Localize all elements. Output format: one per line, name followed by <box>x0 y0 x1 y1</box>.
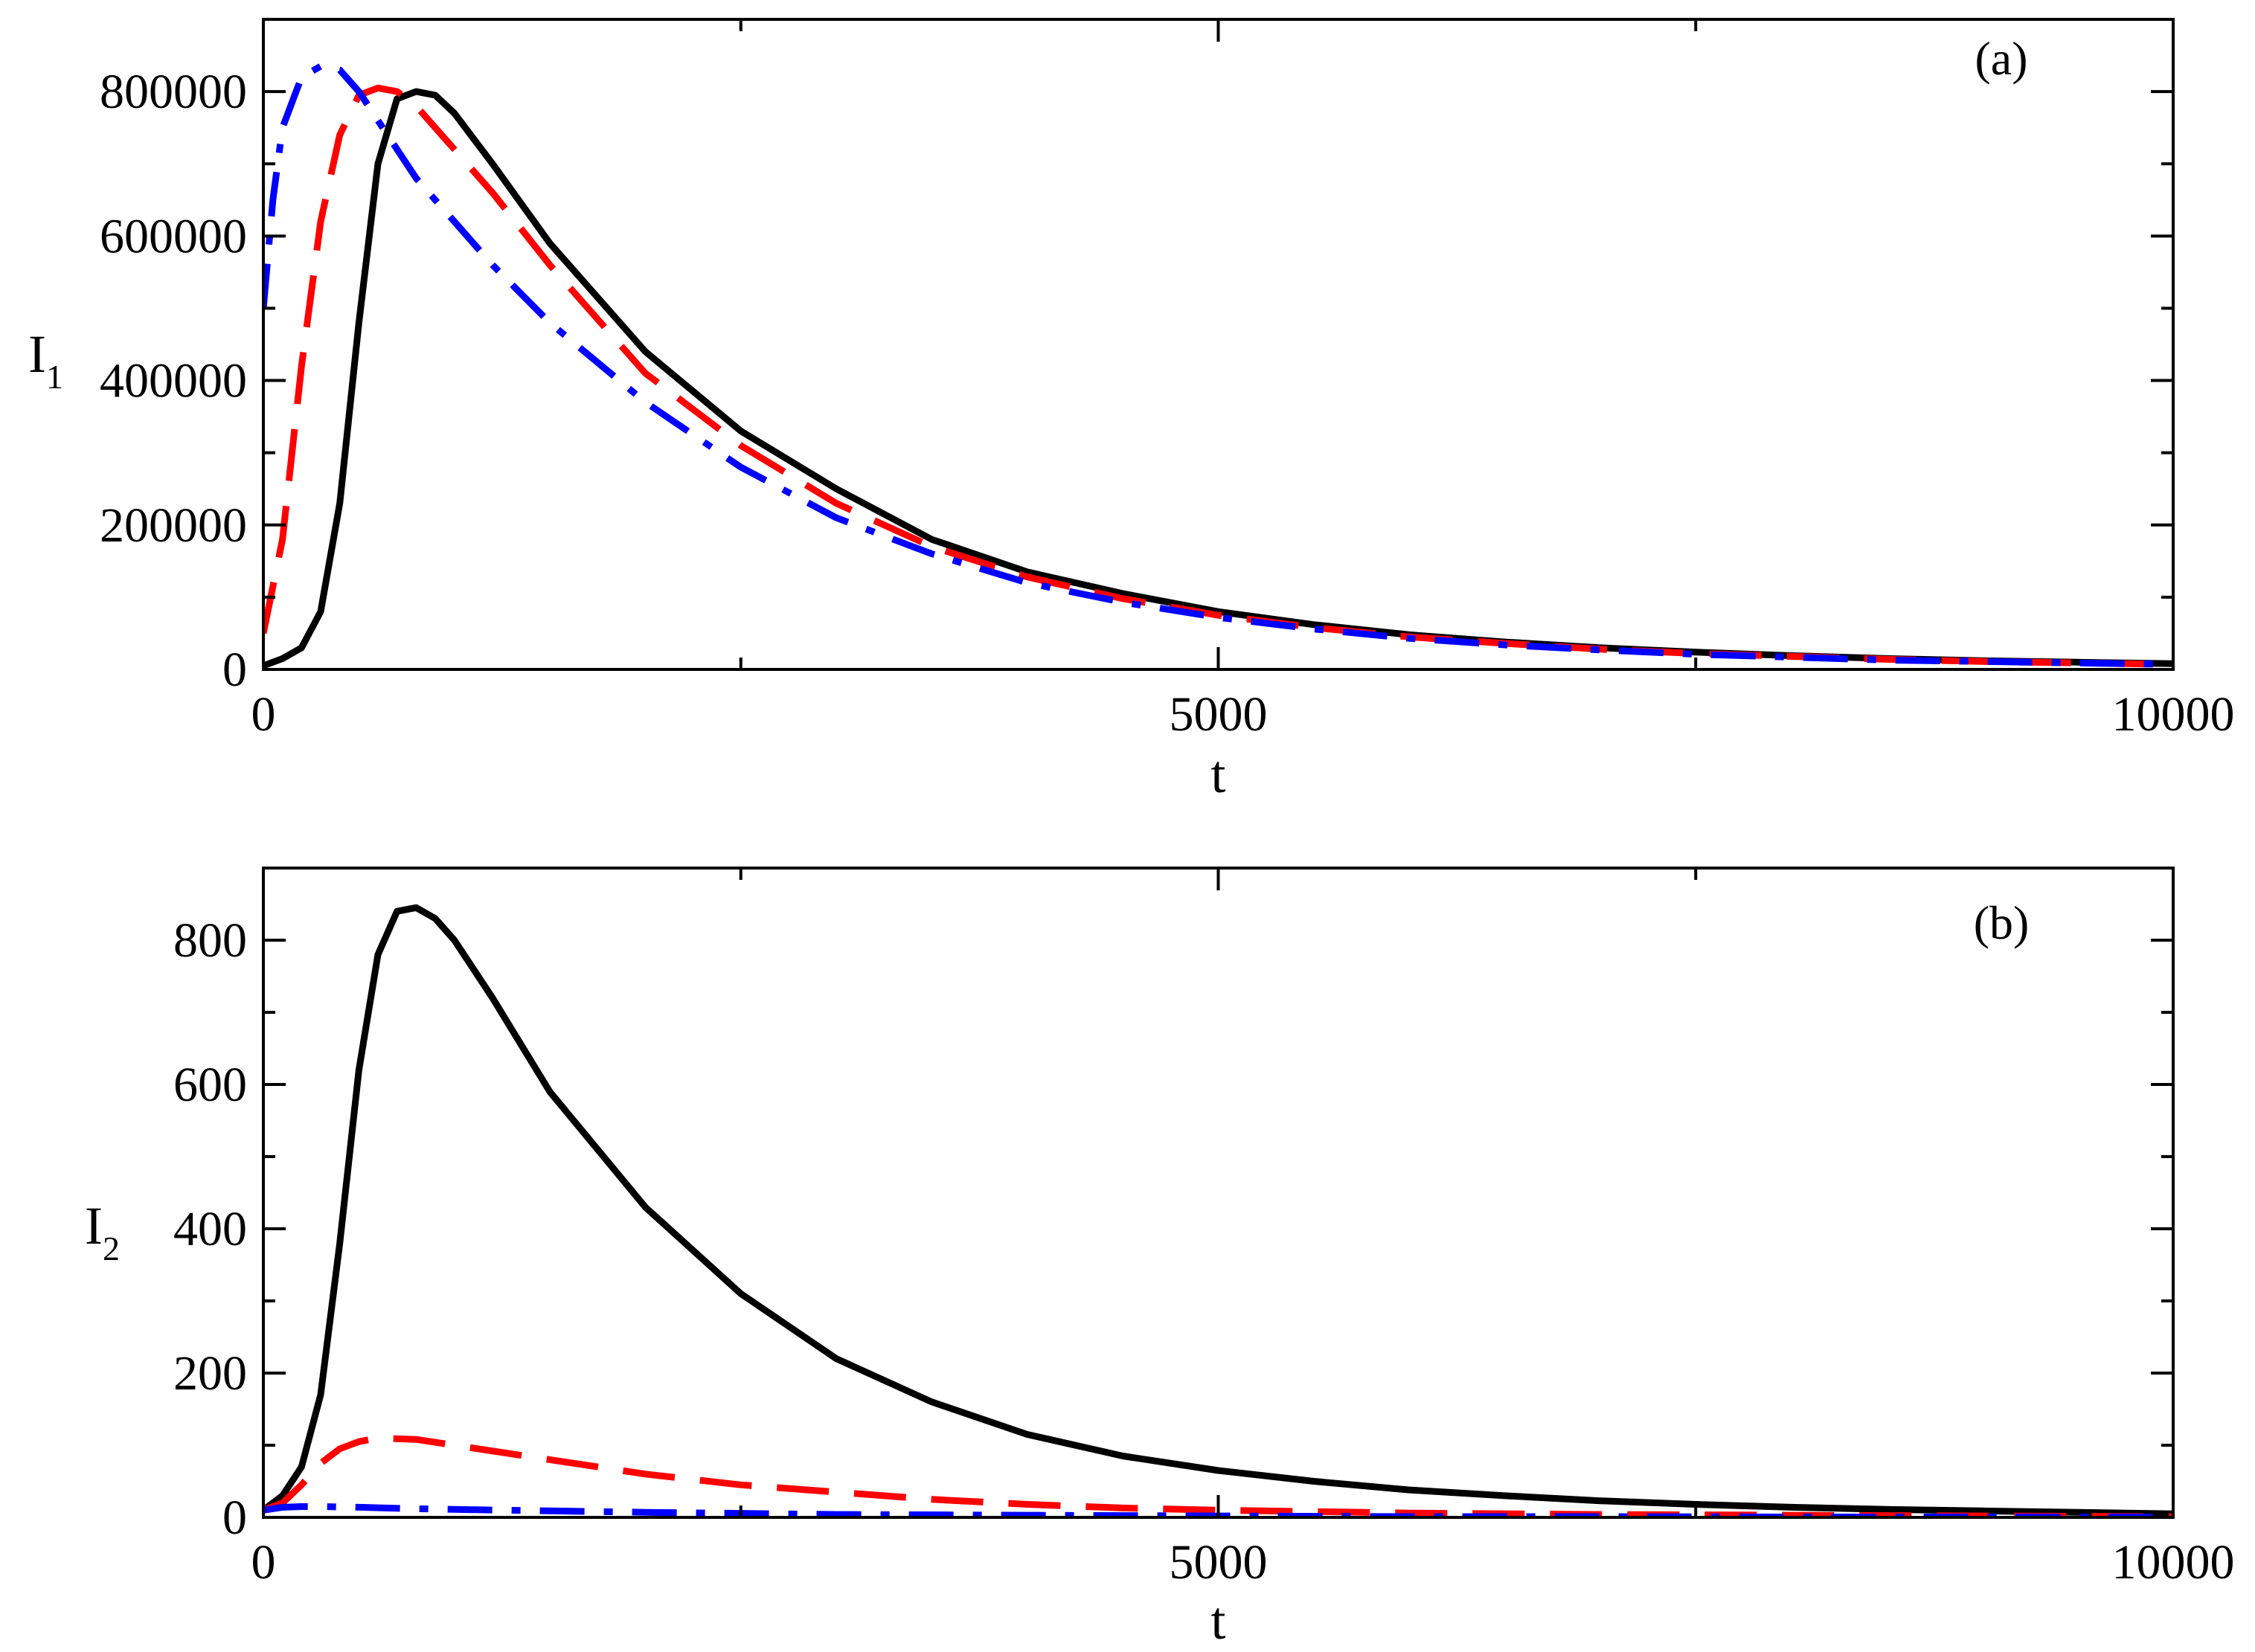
plot-frame <box>262 18 2175 671</box>
series-group <box>263 62 2173 669</box>
y-axis-title-subscript: 1 <box>46 358 63 396</box>
panel-b: 0 5000 10000 0 200 400 600 800 t I2 (b) <box>85 867 2235 1651</box>
panel-a: 0 5000 10000 0 200000 400000 600000 800000 t I1 (a… <box>28 18 2235 804</box>
y-tick-label: 0 <box>222 1491 247 1545</box>
x-tick-label: 0 <box>251 1535 276 1590</box>
plot-frame <box>262 867 2175 1519</box>
x-axis-title: t <box>1210 745 1225 804</box>
series-line-dashed <box>263 84 2173 668</box>
y-axis-title: I2 <box>85 1196 120 1267</box>
y-axis-title-subscript: 2 <box>103 1230 120 1267</box>
y-tick-label: 800000 <box>100 65 247 119</box>
panel-label: (b) <box>1974 896 2030 949</box>
panel-label: (a) <box>1975 32 2027 85</box>
x-tick-label: 5000 <box>1170 687 1268 742</box>
series-line-solid <box>263 904 2173 1517</box>
x-tick-label: 0 <box>251 687 276 742</box>
x-tick-label: 10000 <box>2112 1535 2235 1590</box>
series-line-dash-dot <box>263 62 2173 668</box>
y-tick-label: 600000 <box>100 209 247 263</box>
y-tick-label: 800 <box>173 913 247 968</box>
x-axis-title: t <box>1210 1591 1225 1651</box>
series-line-solid <box>263 88 2173 669</box>
y-tick-label: 400000 <box>100 354 247 408</box>
y-axis-title-main: I <box>85 1196 103 1256</box>
y-tick-label: 200 <box>173 1346 247 1401</box>
y-tick-label: 200000 <box>100 498 247 553</box>
y-tick-label: 400 <box>173 1202 247 1256</box>
x-tick-label: 10000 <box>2112 687 2235 742</box>
y-tick-label: 0 <box>222 643 247 697</box>
series-group <box>263 904 2173 1517</box>
x-tick-label: 5000 <box>1170 1535 1268 1590</box>
y-axis-title: I1 <box>28 324 63 396</box>
y-tick-label: 600 <box>173 1058 247 1112</box>
y-axis-title-main: I <box>28 324 46 384</box>
